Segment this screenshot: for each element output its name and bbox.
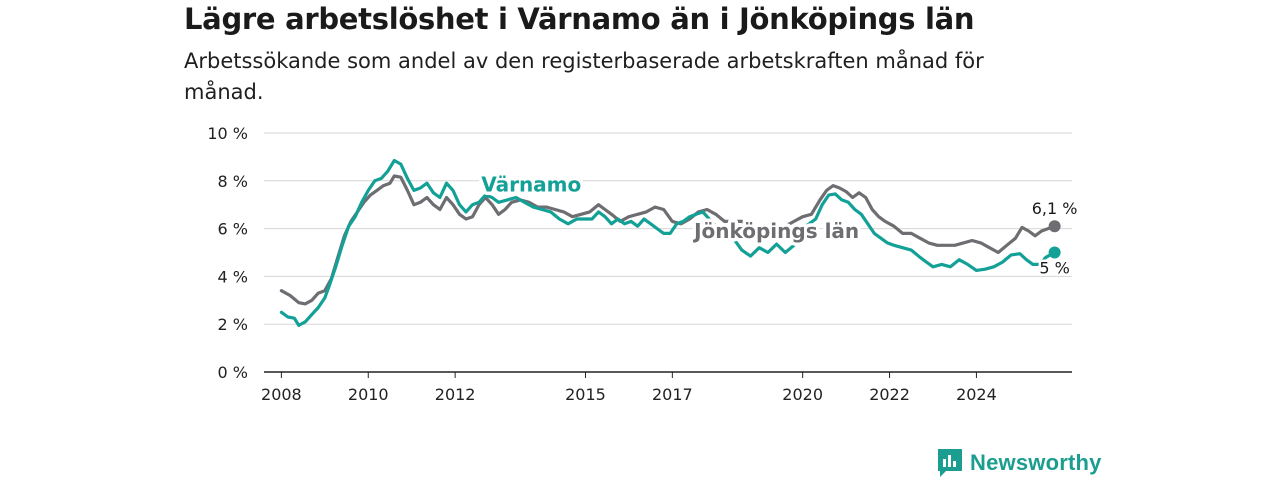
brand-logo: Newsworthy — [936, 446, 1102, 480]
y-tick-label: 4 % — [218, 267, 248, 286]
end-point — [1048, 220, 1061, 233]
y-tick-label: 10 % — [207, 124, 248, 143]
y-tick-label: 6 % — [218, 220, 248, 239]
end-point — [1048, 246, 1061, 259]
brand-name: Newsworthy — [970, 450, 1102, 475]
x-tick-label: 2008 — [261, 385, 302, 404]
x-tick-label: 2015 — [565, 385, 606, 404]
x-tick-label: 2012 — [435, 385, 476, 404]
x-tick-label: 2017 — [652, 385, 693, 404]
page-title: Lägre arbetslöshet i Värnamo än i Jönköp… — [184, 2, 975, 36]
x-tick-label: 2024 — [956, 385, 997, 404]
series-line-jönköpings-län — [279, 174, 1057, 306]
y-tick-label: 2 % — [218, 315, 248, 334]
series-label: Jönköpings län — [692, 219, 859, 243]
x-tick-label: 2020 — [782, 385, 823, 404]
line-chart: 0 % 2 % 4 % 6 % 8 % 10 % 2008 2010 2012 2015 2017 2… — [207, 124, 1078, 404]
x-tick-label: 2022 — [869, 385, 910, 404]
x-tick-label: 2010 — [348, 385, 389, 404]
bar-chart-logo-icon — [938, 449, 962, 477]
page-subtitle: Arbetssökande som andel av den registerb… — [184, 49, 984, 104]
series-label: Värnamo — [481, 173, 581, 197]
series-line-värnamo — [279, 158, 1057, 327]
end-value-label: 6,1 % — [1032, 199, 1078, 218]
y-tick-label: 0 % — [218, 363, 248, 382]
y-tick-label: 8 % — [218, 172, 248, 191]
end-value-label: 5 % — [1039, 259, 1069, 278]
